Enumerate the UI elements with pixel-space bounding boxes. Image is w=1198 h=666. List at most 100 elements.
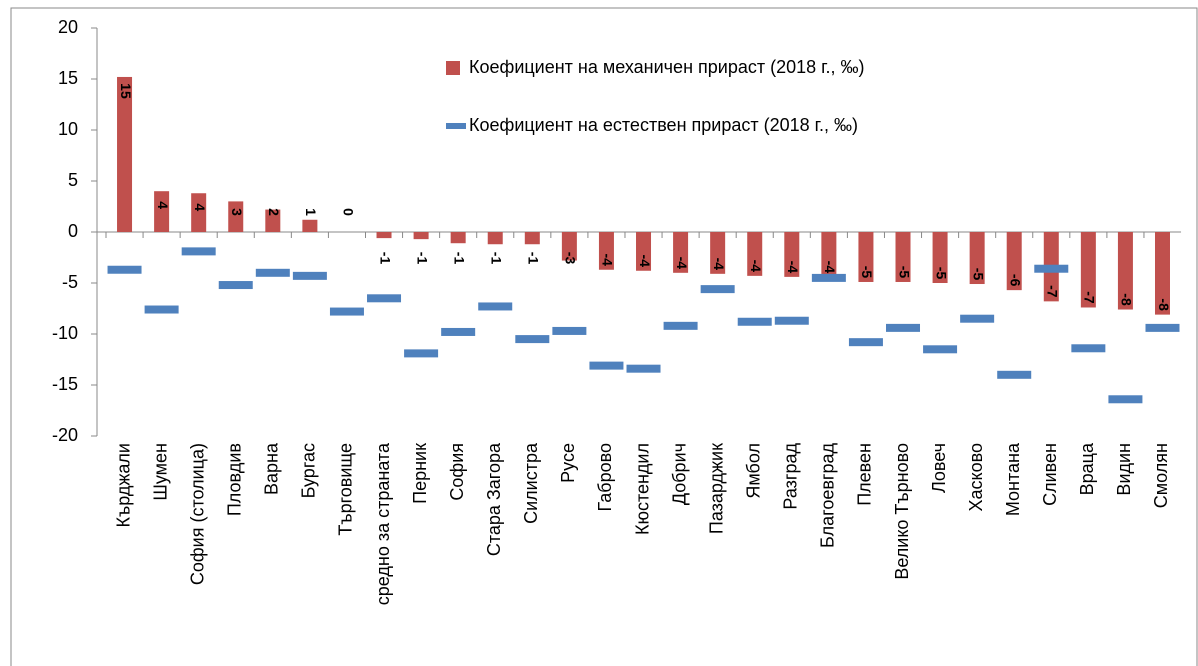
x-tick-label: Разград bbox=[781, 443, 801, 510]
dash-marker bbox=[923, 345, 958, 354]
value-label: 15 bbox=[118, 83, 134, 99]
x-tick-label: София (столица) bbox=[187, 443, 207, 585]
x-tick-label: Пазарджик bbox=[706, 443, 726, 534]
value-label: -5 bbox=[859, 266, 875, 279]
legend-label: Коефициент на механичен прираст (2018 г.… bbox=[469, 57, 865, 77]
chart-border bbox=[10, 7, 1198, 666]
y-tick-label: -5 bbox=[62, 272, 78, 292]
dash-marker bbox=[218, 281, 253, 290]
x-tick-label: Смолян bbox=[1151, 443, 1171, 508]
y-tick-label: -10 bbox=[52, 323, 78, 343]
dash-marker bbox=[515, 335, 550, 344]
value-label: -7 bbox=[1045, 285, 1061, 298]
dash-marker bbox=[1071, 344, 1106, 353]
y-tick-label: 15 bbox=[58, 68, 78, 88]
dash-marker bbox=[737, 317, 772, 326]
value-label: -8 bbox=[1156, 298, 1172, 311]
value-label: -3 bbox=[563, 252, 579, 265]
dash-marker bbox=[1145, 323, 1180, 332]
value-label: -1 bbox=[526, 252, 542, 265]
value-label: -5 bbox=[896, 266, 912, 279]
dash-marker bbox=[774, 316, 809, 325]
value-label: -4 bbox=[785, 261, 801, 274]
bar bbox=[784, 232, 800, 277]
bar bbox=[636, 232, 652, 271]
y-tick-label: -20 bbox=[52, 425, 78, 445]
y-tick-label: 5 bbox=[68, 170, 78, 190]
dash-marker bbox=[255, 268, 290, 277]
bar bbox=[1006, 232, 1022, 291]
value-label: 4 bbox=[155, 201, 171, 209]
x-tick-label: Кърджали bbox=[113, 443, 133, 527]
bar bbox=[969, 232, 985, 285]
bar bbox=[265, 209, 281, 232]
value-label: -6 bbox=[1008, 274, 1024, 287]
value-label: -5 bbox=[933, 267, 949, 280]
bar bbox=[561, 232, 577, 261]
y-tick-label: 20 bbox=[58, 17, 78, 37]
x-tick-label: средно за страната bbox=[373, 442, 393, 605]
x-tick-label: Габрово bbox=[595, 443, 615, 511]
value-label: -1 bbox=[451, 252, 467, 265]
bar bbox=[710, 232, 726, 274]
x-tick-label: Бургас bbox=[299, 443, 319, 498]
bar bbox=[932, 232, 948, 283]
x-tick-label: Перник bbox=[410, 443, 430, 504]
value-label: 2 bbox=[266, 208, 282, 216]
x-tick-label: Монтана bbox=[1003, 442, 1023, 516]
dash-marker bbox=[404, 349, 439, 358]
bar bbox=[673, 232, 689, 273]
x-tick-label: Велико Търново bbox=[892, 443, 912, 580]
x-tick-label: Ловеч bbox=[929, 443, 949, 493]
bar bbox=[1080, 232, 1096, 308]
dash-marker bbox=[589, 361, 624, 370]
value-label: 1 bbox=[303, 208, 319, 216]
dash-marker bbox=[552, 326, 587, 335]
y-tick-label: 0 bbox=[68, 221, 78, 241]
dash-marker bbox=[960, 314, 995, 323]
bar bbox=[302, 219, 318, 232]
x-tick-label: Варна bbox=[262, 442, 282, 495]
dash-marker bbox=[626, 364, 661, 373]
dash-marker bbox=[329, 307, 364, 316]
value-label: -4 bbox=[600, 254, 616, 267]
x-tick-label: София bbox=[447, 443, 467, 501]
dash-marker bbox=[886, 323, 921, 332]
bar bbox=[524, 232, 540, 245]
bar bbox=[228, 201, 244, 232]
value-label: -4 bbox=[748, 260, 764, 273]
bar bbox=[821, 232, 837, 277]
dash-marker bbox=[107, 265, 142, 274]
value-label: -4 bbox=[637, 255, 653, 268]
dash-marker bbox=[181, 247, 216, 256]
x-tick-label: Пловдив bbox=[224, 443, 244, 516]
x-tick-label: Видин bbox=[1114, 443, 1134, 496]
bar bbox=[117, 76, 133, 233]
x-tick-label: Шумен bbox=[150, 443, 170, 501]
value-label: -4 bbox=[711, 258, 727, 271]
x-tick-label: Благоевград bbox=[818, 443, 838, 548]
bar bbox=[598, 232, 614, 270]
legend-label: Коефициент на естествен прираст (2018 г.… bbox=[469, 115, 858, 135]
x-tick-label: Враца bbox=[1077, 442, 1097, 495]
value-label: -7 bbox=[1082, 291, 1098, 304]
bar bbox=[191, 193, 207, 232]
value-label: -5 bbox=[970, 268, 986, 281]
y-tick-label: 10 bbox=[58, 119, 78, 139]
value-label: -4 bbox=[674, 257, 690, 270]
x-tick-label: Русе bbox=[558, 443, 578, 483]
x-tick-label: Стара Загора bbox=[484, 442, 504, 556]
bar bbox=[747, 232, 763, 276]
bar bbox=[450, 232, 466, 244]
x-tick-label: Сливен bbox=[1040, 443, 1060, 506]
bar bbox=[154, 191, 170, 232]
x-tick-label: Силистра bbox=[521, 442, 541, 524]
dash-marker bbox=[848, 338, 883, 347]
x-tick-label: Ямбол bbox=[743, 443, 763, 499]
value-label: -1 bbox=[377, 252, 393, 265]
legend-swatch bbox=[446, 61, 460, 75]
bar bbox=[1154, 232, 1170, 315]
value-label: 0 bbox=[340, 208, 356, 216]
value-label: -1 bbox=[489, 252, 505, 265]
